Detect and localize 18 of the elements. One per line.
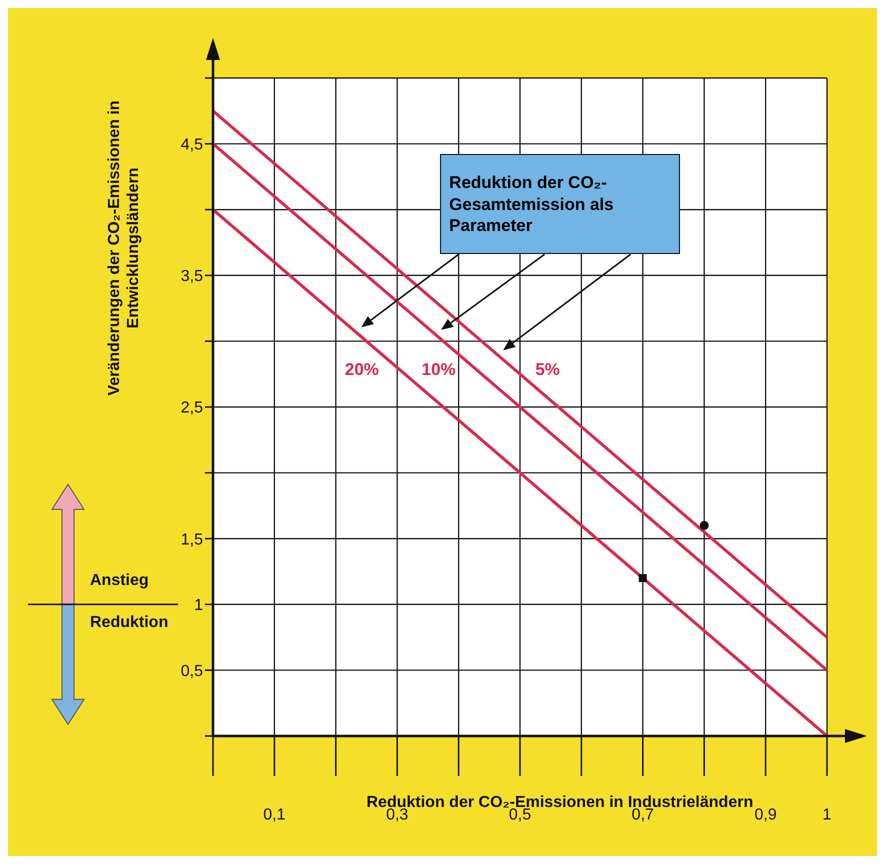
text: Anstieg bbox=[90, 572, 149, 590]
series-label: 10% bbox=[422, 360, 456, 379]
text: Reduktion bbox=[90, 614, 168, 632]
note-box: Reduktion der CO₂-Gesamtemission als Parameter bbox=[440, 154, 680, 254]
y-tick-label: 2,5 bbox=[180, 400, 204, 417]
y-tick-label: 1,5 bbox=[180, 531, 204, 548]
y-tick-label: 3,5 bbox=[180, 268, 204, 286]
x-tick-label: 0,7 bbox=[632, 806, 654, 824]
series-label: 5% bbox=[535, 360, 560, 379]
series-label: 20% bbox=[344, 360, 379, 379]
x-tick-label: 1 bbox=[822, 806, 832, 824]
y-tick-label: 4,5 bbox=[180, 136, 204, 154]
x-tick-label: 0,1 bbox=[263, 806, 286, 824]
y-tick-label: 0,5 bbox=[180, 662, 204, 680]
y-axis-title: Veränderungen der CO₂-Emissionen in Entwicklungsländern bbox=[105, 99, 144, 398]
y-tick-label: 1 bbox=[194, 597, 204, 614]
x-tick-label: 0,5 bbox=[508, 806, 532, 824]
x-tick-label: 0,9 bbox=[754, 806, 777, 824]
